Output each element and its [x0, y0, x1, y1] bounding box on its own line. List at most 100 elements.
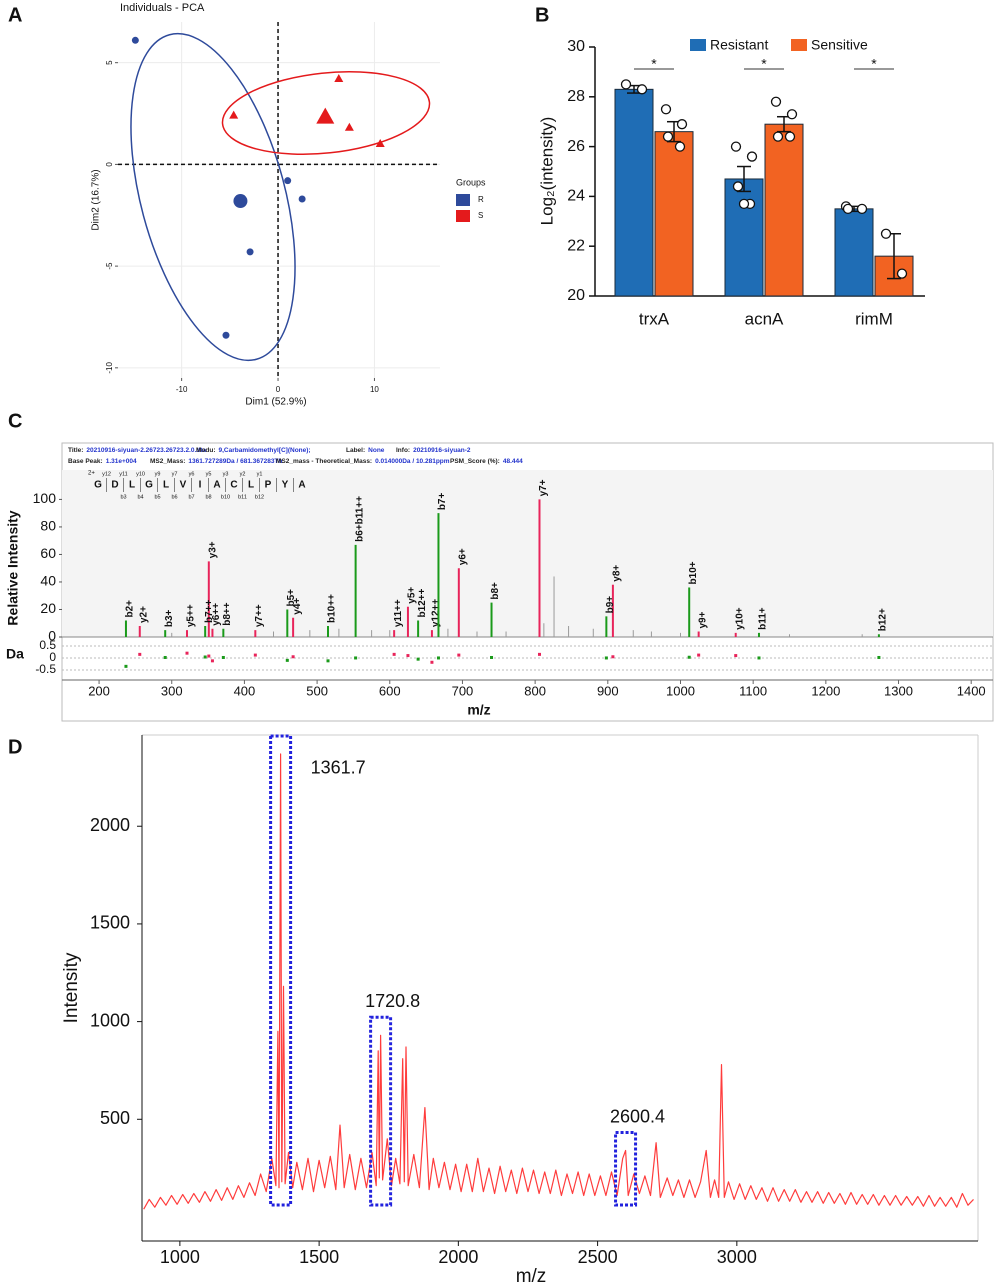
x-tick-label: 1000: [666, 683, 695, 698]
point: [316, 107, 335, 124]
residue: L: [163, 480, 169, 491]
confidence-ellipse: [130, 32, 296, 362]
header-value: 20210916-siyuan-2.26723.26723.2.0.dta: [86, 447, 206, 454]
y-tick-label: 500: [100, 1108, 130, 1128]
y-tick-label: 40: [40, 573, 56, 589]
y-ion-label: y9: [155, 471, 161, 477]
y-tick-label: 5: [105, 60, 114, 65]
chart-title: Individuals - PCA: [120, 2, 205, 14]
spectrum-line: [143, 753, 974, 1210]
y-tick-label: 22: [567, 237, 585, 254]
residue: A: [298, 480, 305, 491]
point: [334, 73, 344, 82]
mass-error: [537, 652, 541, 656]
legend-label: Sensitive: [811, 37, 868, 53]
legend-swatch: [690, 39, 706, 51]
x-tick-label: 2500: [578, 1247, 618, 1267]
header-value: None: [368, 447, 385, 454]
peak-label: y7+: [538, 479, 549, 496]
significance-label: *: [651, 56, 657, 72]
peak-label: y4+: [292, 598, 303, 615]
mass-error: [734, 654, 738, 658]
y-tick-label: 20: [567, 287, 585, 304]
legend-title: Groups: [456, 177, 486, 187]
peak-label: y6+: [457, 548, 468, 565]
residue: A: [213, 480, 220, 491]
significance-label: *: [761, 56, 767, 72]
peak-label: b7++: [204, 599, 215, 623]
point: [246, 248, 254, 256]
x-tick-label: 1500: [299, 1247, 339, 1267]
legend-swatch: [791, 39, 807, 51]
header-value: 1361.727289Da / 681.367283Th: [188, 458, 282, 465]
mass-error: [253, 653, 257, 657]
legend-label: Resistant: [710, 37, 768, 53]
header-key: PSM_Score (%):: [450, 458, 500, 465]
point: [233, 194, 248, 209]
y-tick-label: -5: [105, 262, 114, 270]
data-point: [730, 141, 742, 152]
data-point: [772, 131, 784, 142]
peak-label: b10++: [327, 594, 338, 623]
mass-error: [877, 655, 881, 659]
x-tick-label: 2000: [438, 1247, 478, 1267]
b-ion-label: b12: [255, 494, 264, 500]
data-point: [784, 131, 796, 142]
mass-error: [611, 655, 615, 659]
y-ion-label: y10: [136, 471, 145, 477]
header-entry: Info: 20210916-siyuan-2: [396, 447, 471, 454]
data-point: [674, 141, 686, 152]
peak-label: b8++: [222, 602, 233, 626]
x-tick-label: 3000: [717, 1247, 757, 1267]
bar: [614, 88, 654, 297]
peak-label: y9+: [697, 611, 708, 628]
header-entry: Title: 20210916-siyuan-2.26723.26723.2.0.…: [68, 447, 206, 454]
x-tick-label: 600: [379, 683, 401, 698]
data-point: [662, 131, 674, 142]
y-axis-label: Log₂(intensity): [537, 117, 556, 226]
mass-error: [392, 652, 396, 656]
annotation-label: 1361.7: [311, 758, 366, 778]
point: [375, 139, 385, 148]
peak-label: y11++: [393, 599, 404, 627]
y-ion-label: y6: [189, 471, 195, 477]
legend-swatch: [456, 210, 470, 222]
mass-error: [138, 652, 142, 656]
y-ion-label: y11: [119, 471, 127, 477]
b-ion-label: b6: [171, 494, 177, 500]
x-axis-label: Dim1 (52.9%): [245, 397, 306, 408]
bar: [764, 123, 804, 297]
x-tick-label: 1300: [884, 683, 913, 698]
significance-label: *: [871, 56, 877, 72]
header-entry: PSM_Score (%): 48.444: [450, 458, 523, 465]
bar: [834, 208, 874, 297]
header-value: 48.444: [503, 458, 523, 465]
residue: G: [145, 480, 153, 491]
header-key: Label:: [346, 447, 365, 454]
y-tick-label: 80: [40, 518, 56, 534]
header-key: MS2_Mass:: [150, 458, 185, 465]
peak-label: y6++: [211, 603, 222, 626]
annotation-box: [269, 734, 293, 1207]
data-point: [746, 151, 758, 162]
header-entry: Modu: 9,Carbamidomethyl[C](None);: [196, 447, 311, 454]
annotation-box: [369, 1015, 393, 1207]
x-tick-label: 400: [234, 683, 256, 698]
mass-error: [185, 651, 189, 655]
peak-label: b12+: [878, 608, 889, 631]
panel-letter: C: [8, 410, 22, 432]
mass-error: [124, 664, 128, 668]
peak-label: y8+: [612, 565, 623, 582]
header-value: 20210916-siyuan-2: [413, 447, 471, 454]
header-key: MS2_mass - Theoretical_Mass:: [276, 458, 372, 465]
mass-error: [457, 653, 461, 657]
x-tick-label: 1100: [739, 683, 767, 698]
peak-label: y7++: [254, 604, 265, 627]
point: [284, 177, 292, 185]
residue: L: [248, 480, 254, 491]
peak-label: b12++: [417, 588, 428, 617]
x-axis-label: m/z: [516, 1266, 547, 1287]
data-point: [738, 198, 750, 210]
x-tick-label: -10: [176, 385, 188, 394]
x-tick-label: 1200: [811, 683, 840, 698]
